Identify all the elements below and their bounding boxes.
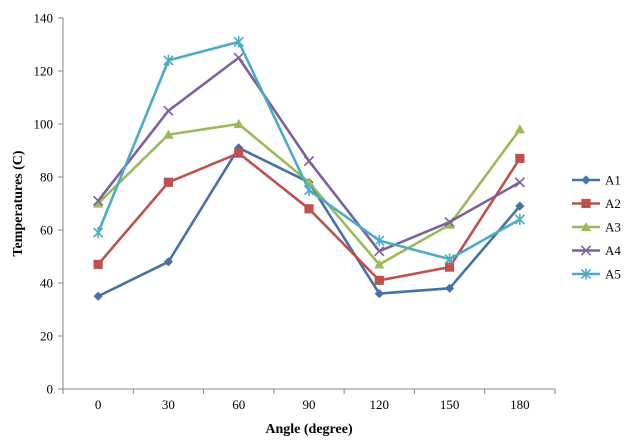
data-point-a5 xyxy=(514,213,526,225)
data-point-a4 xyxy=(514,177,526,188)
legend: A1 A2 A3 A4 A5 xyxy=(572,173,621,282)
legend-swatch-marker xyxy=(580,221,592,232)
data-point-a4 xyxy=(444,216,455,228)
legend-item-a1: A1 xyxy=(572,173,621,188)
y-tick-label: 40 xyxy=(40,276,53,291)
x-tick-label: 180 xyxy=(510,397,530,412)
data-point-a5 xyxy=(233,36,244,48)
data-point-a1 xyxy=(515,201,525,211)
data-point-a3 xyxy=(444,219,455,229)
legend-swatch-marker xyxy=(581,198,591,209)
legend-item-a3: A3 xyxy=(572,220,621,235)
data-point-a3 xyxy=(374,259,385,269)
x-tick-label: 30 xyxy=(162,397,175,412)
legend-swatch-marker xyxy=(581,175,591,185)
series-line-a1 xyxy=(97,146,521,298)
data-point-a3 xyxy=(233,118,244,129)
data-point-a4 xyxy=(303,155,315,167)
data-point-a5 xyxy=(163,54,174,66)
legend-label: A3 xyxy=(605,220,621,235)
x-tick-label: 90 xyxy=(303,397,316,412)
data-point-a1 xyxy=(163,257,174,267)
data-point-a2 xyxy=(163,177,174,187)
data-point-a3 xyxy=(93,198,104,208)
data-point-a5 xyxy=(374,235,385,247)
x-axis-title: Angle (degree) xyxy=(265,422,353,437)
legend-label: A5 xyxy=(605,267,621,282)
data-point-a4 xyxy=(163,105,174,116)
plot-area: 0 20 40 60 80 100 120 140 0 30 60 90 120 150 180 xyxy=(34,11,556,412)
legend-item-a5: A5 xyxy=(572,267,621,282)
legend-item-a4: A4 xyxy=(572,243,621,258)
data-point-a2 xyxy=(304,204,314,214)
legend-swatch-marker xyxy=(580,245,592,256)
series-line-a5 xyxy=(96,40,521,261)
series-a2 xyxy=(93,148,525,285)
legend-item-a2: A2 xyxy=(572,196,621,211)
y-tick-label: 20 xyxy=(40,329,53,344)
y-tick-label: 140 xyxy=(34,11,54,26)
data-point-a2 xyxy=(234,148,244,158)
data-point-a2 xyxy=(374,275,384,285)
data-point-a4 xyxy=(374,246,385,257)
data-point-a2 xyxy=(515,153,525,164)
y-tick-label: 100 xyxy=(34,117,54,132)
data-point-a4 xyxy=(233,52,244,63)
data-point-a3 xyxy=(514,124,525,134)
data-point-a3 xyxy=(163,129,174,139)
x-tick-label: 0 xyxy=(95,397,102,412)
x-tick-label: 150 xyxy=(440,397,460,412)
legend-swatch-marker xyxy=(580,268,592,280)
legend-label: A4 xyxy=(605,243,621,258)
y-tick-label: 120 xyxy=(34,64,54,79)
x-tick-label: 60 xyxy=(232,397,245,412)
data-point-a1 xyxy=(444,283,455,293)
data-point-a5 xyxy=(444,253,455,265)
series-line-a4 xyxy=(97,56,521,253)
y-axis-title: Temperatures (C) xyxy=(11,150,26,256)
data-point-a5 xyxy=(92,227,104,239)
data-point-a5 xyxy=(303,184,315,196)
data-point-a2 xyxy=(444,262,455,272)
x-tick-label: 120 xyxy=(370,397,390,412)
y-tick-label: 80 xyxy=(40,170,53,185)
legend-label: A1 xyxy=(605,173,621,188)
legend-label: A2 xyxy=(605,196,621,211)
series-a4 xyxy=(92,52,526,257)
series-a5 xyxy=(92,36,526,265)
series-a1 xyxy=(93,143,525,301)
data-point-a1 xyxy=(93,291,103,301)
data-point-a2 xyxy=(93,259,103,270)
data-point-a1 xyxy=(374,289,384,299)
y-tick-label: 0 xyxy=(47,382,54,397)
data-point-a4 xyxy=(92,195,104,207)
y-tick-label: 60 xyxy=(40,223,53,238)
